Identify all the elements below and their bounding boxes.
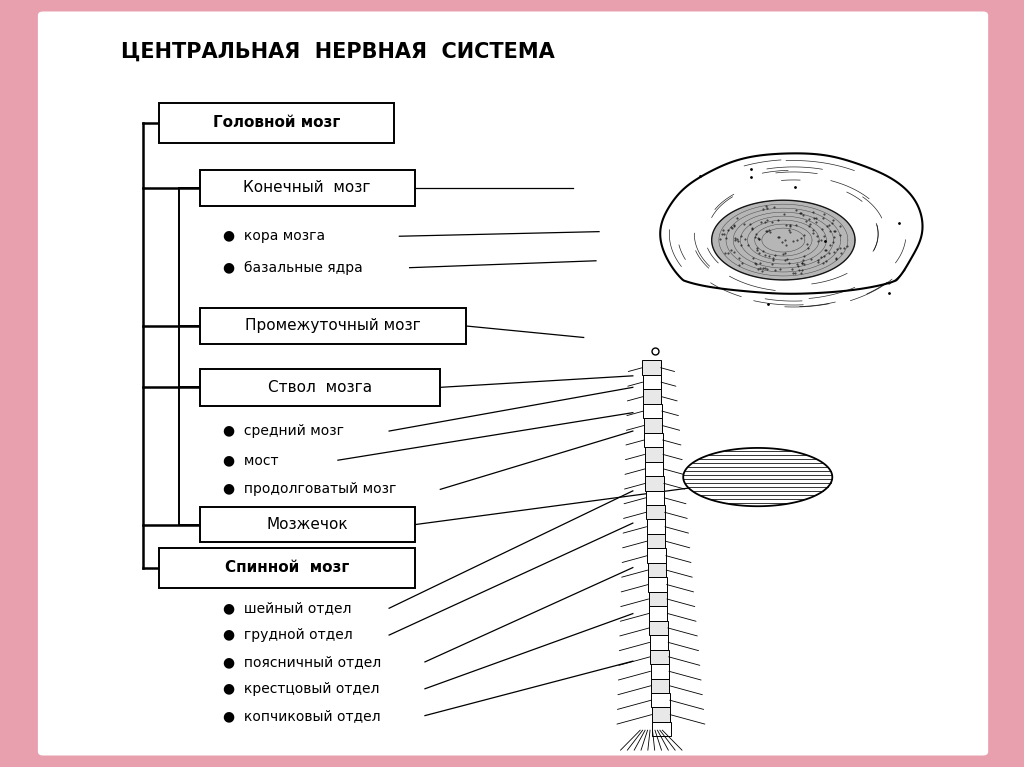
Polygon shape: [651, 679, 670, 693]
Text: Конечный  мозг: Конечный мозг: [244, 180, 371, 196]
Polygon shape: [651, 707, 670, 722]
Text: Ствол  мозга: Ствол мозга: [268, 380, 372, 395]
Polygon shape: [649, 635, 668, 650]
Text: ●  копчиковый отдел: ● копчиковый отдел: [223, 709, 381, 723]
Polygon shape: [683, 448, 833, 506]
Polygon shape: [644, 433, 663, 447]
Text: Мозжечок: Мозжечок: [266, 517, 348, 532]
Polygon shape: [645, 447, 664, 462]
Polygon shape: [643, 390, 662, 404]
Polygon shape: [648, 578, 667, 592]
Polygon shape: [646, 491, 665, 505]
Polygon shape: [646, 519, 665, 534]
Text: ●  продолговатый мозг: ● продолговатый мозг: [223, 482, 396, 496]
FancyBboxPatch shape: [200, 507, 415, 542]
Text: Головной мозг: Головной мозг: [213, 115, 340, 130]
Text: ●  мост: ● мост: [223, 453, 279, 467]
Polygon shape: [648, 563, 667, 578]
Polygon shape: [712, 200, 855, 280]
FancyBboxPatch shape: [159, 103, 394, 143]
FancyBboxPatch shape: [200, 369, 440, 406]
Text: ●  поясничный отдел: ● поясничный отдел: [223, 655, 382, 669]
Polygon shape: [650, 664, 669, 679]
Text: ●  базальные ядра: ● базальные ядра: [223, 261, 362, 275]
Polygon shape: [644, 418, 663, 433]
Polygon shape: [643, 404, 662, 418]
Polygon shape: [660, 153, 923, 294]
Text: ●  шейный отдел: ● шейный отдел: [223, 601, 351, 615]
Polygon shape: [643, 375, 662, 390]
FancyBboxPatch shape: [200, 308, 466, 344]
FancyBboxPatch shape: [159, 548, 415, 588]
Polygon shape: [645, 476, 664, 491]
Text: ●  кора мозга: ● кора мозга: [223, 229, 326, 243]
Text: Спинной  мозг: Спинной мозг: [224, 560, 349, 575]
Polygon shape: [650, 650, 669, 664]
Text: ●  грудной отдел: ● грудной отдел: [223, 628, 353, 642]
Polygon shape: [647, 548, 666, 563]
Text: ●  средний мозг: ● средний мозг: [223, 424, 344, 438]
Polygon shape: [652, 722, 671, 736]
Polygon shape: [648, 592, 667, 606]
Polygon shape: [651, 693, 670, 707]
Polygon shape: [649, 621, 668, 635]
Polygon shape: [649, 606, 668, 621]
Text: Промежуточный мозг: Промежуточный мозг: [245, 318, 421, 334]
Polygon shape: [642, 360, 660, 375]
Text: ЦЕНТРАЛЬНАЯ  НЕРВНАЯ  СИСТЕМА: ЦЕНТРАЛЬНАЯ НЕРВНАЯ СИСТЕМА: [121, 41, 555, 61]
Polygon shape: [647, 534, 666, 548]
Polygon shape: [646, 505, 665, 519]
Text: ●  крестцовый отдел: ● крестцовый отдел: [223, 682, 380, 696]
FancyBboxPatch shape: [200, 170, 415, 206]
Polygon shape: [645, 462, 664, 476]
